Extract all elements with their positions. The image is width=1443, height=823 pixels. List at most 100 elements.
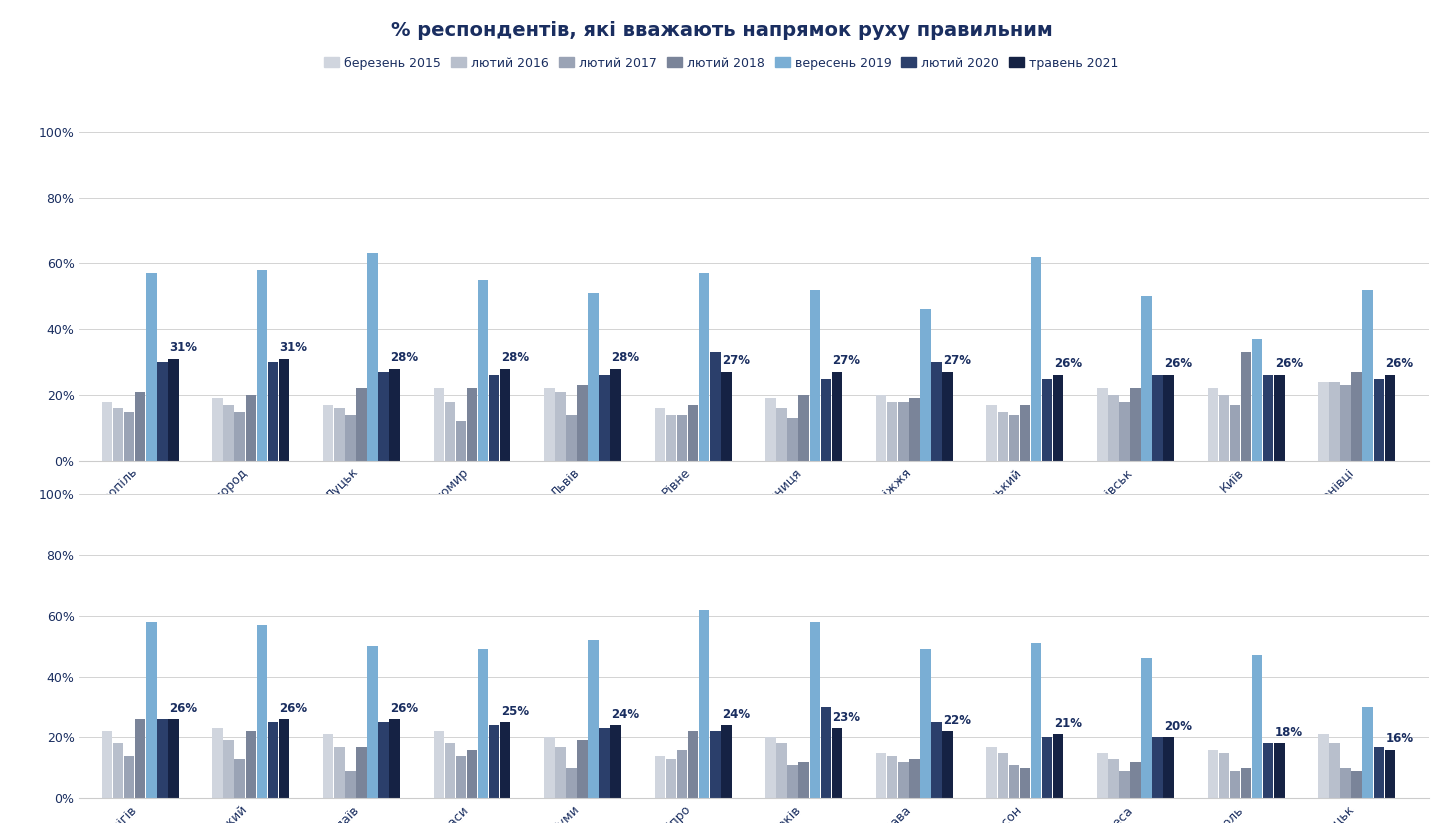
Bar bbox=[245, 395, 255, 461]
Bar bbox=[390, 369, 400, 461]
Bar bbox=[1030, 643, 1042, 798]
Bar bbox=[456, 756, 466, 798]
Text: 26%: 26% bbox=[1274, 357, 1303, 370]
Bar bbox=[1219, 395, 1229, 461]
Bar bbox=[169, 719, 179, 798]
Text: 26%: 26% bbox=[1165, 357, 1192, 370]
Bar bbox=[765, 737, 776, 798]
Bar bbox=[1385, 750, 1395, 798]
Bar bbox=[931, 723, 942, 798]
Bar bbox=[1374, 746, 1384, 798]
Bar bbox=[102, 732, 113, 798]
Text: 28%: 28% bbox=[612, 351, 639, 364]
Bar bbox=[367, 253, 378, 461]
Bar bbox=[378, 372, 388, 461]
Bar bbox=[1141, 658, 1152, 798]
Bar bbox=[887, 402, 898, 461]
Text: 21%: 21% bbox=[1053, 717, 1082, 730]
Bar bbox=[921, 649, 931, 798]
Text: 27%: 27% bbox=[833, 354, 860, 367]
Bar bbox=[655, 408, 665, 461]
Bar bbox=[136, 719, 146, 798]
Text: 22%: 22% bbox=[944, 714, 971, 727]
Bar bbox=[390, 719, 400, 798]
Bar bbox=[257, 625, 267, 798]
Bar bbox=[831, 372, 843, 461]
Bar bbox=[1253, 655, 1263, 798]
Bar bbox=[1329, 743, 1339, 798]
Bar bbox=[356, 746, 367, 798]
Text: 26%: 26% bbox=[280, 701, 307, 714]
Bar bbox=[367, 646, 378, 798]
Bar bbox=[1319, 382, 1329, 461]
Bar bbox=[1274, 375, 1284, 461]
Bar bbox=[997, 412, 1009, 461]
Bar bbox=[1163, 737, 1175, 798]
Bar bbox=[1130, 762, 1141, 798]
Bar bbox=[499, 723, 511, 798]
Bar bbox=[489, 725, 499, 798]
Bar bbox=[1263, 375, 1274, 461]
Bar bbox=[665, 415, 677, 461]
Bar bbox=[610, 725, 620, 798]
Bar bbox=[1362, 290, 1372, 461]
Bar bbox=[698, 610, 710, 798]
Bar bbox=[1362, 707, 1372, 798]
Bar bbox=[1274, 743, 1284, 798]
Bar bbox=[1141, 296, 1152, 461]
Bar bbox=[1229, 405, 1241, 461]
Bar bbox=[921, 309, 931, 461]
Bar bbox=[599, 375, 610, 461]
Bar bbox=[1153, 375, 1163, 461]
Bar bbox=[1009, 765, 1019, 798]
Bar bbox=[224, 741, 234, 798]
Bar bbox=[267, 723, 278, 798]
Bar bbox=[113, 408, 123, 461]
Bar bbox=[113, 743, 123, 798]
Bar bbox=[267, 362, 278, 461]
Bar bbox=[1208, 750, 1218, 798]
Text: 25%: 25% bbox=[501, 704, 528, 718]
Bar bbox=[556, 746, 566, 798]
Bar bbox=[997, 752, 1009, 798]
Bar bbox=[655, 756, 665, 798]
Bar bbox=[677, 750, 687, 798]
Bar bbox=[1020, 768, 1030, 798]
Bar bbox=[102, 402, 113, 461]
Bar bbox=[776, 743, 786, 798]
Bar bbox=[677, 415, 687, 461]
Bar bbox=[1253, 339, 1263, 461]
Bar bbox=[566, 768, 577, 798]
Bar bbox=[887, 756, 898, 798]
Bar bbox=[1130, 388, 1141, 461]
Bar bbox=[710, 352, 720, 461]
Bar bbox=[810, 621, 820, 798]
Bar bbox=[234, 759, 245, 798]
Bar bbox=[1319, 734, 1329, 798]
Bar bbox=[821, 707, 831, 798]
Bar bbox=[146, 621, 156, 798]
Text: 31%: 31% bbox=[169, 341, 196, 354]
Bar bbox=[544, 388, 554, 461]
Bar bbox=[224, 405, 234, 461]
Bar bbox=[212, 728, 222, 798]
Bar bbox=[544, 737, 554, 798]
Bar bbox=[1097, 752, 1108, 798]
Bar bbox=[146, 273, 156, 461]
Bar bbox=[599, 728, 610, 798]
Text: 26%: 26% bbox=[390, 701, 418, 714]
Text: 28%: 28% bbox=[501, 351, 528, 364]
Bar bbox=[444, 402, 455, 461]
Bar bbox=[157, 362, 167, 461]
Bar bbox=[898, 402, 909, 461]
Bar bbox=[433, 732, 444, 798]
Bar bbox=[1153, 737, 1163, 798]
Bar bbox=[810, 290, 820, 461]
Text: 18%: 18% bbox=[1274, 726, 1303, 739]
Bar bbox=[909, 759, 919, 798]
Bar bbox=[499, 369, 511, 461]
Bar bbox=[245, 732, 255, 798]
Bar bbox=[1241, 352, 1251, 461]
Bar bbox=[1341, 385, 1351, 461]
Bar bbox=[788, 418, 798, 461]
